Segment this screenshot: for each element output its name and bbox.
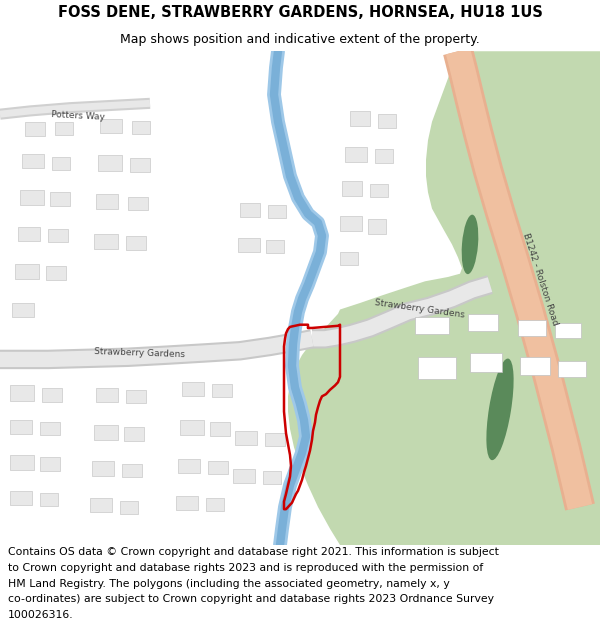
Bar bbox=[10, 386, 34, 401]
Text: FOSS DENE, STRAWBERRY GARDENS, HORNSEA, HU18 1US: FOSS DENE, STRAWBERRY GARDENS, HORNSEA, … bbox=[58, 5, 542, 20]
Bar bbox=[40, 457, 60, 471]
Bar bbox=[266, 240, 284, 253]
Bar bbox=[12, 303, 34, 317]
Bar bbox=[468, 314, 498, 331]
Bar bbox=[25, 122, 45, 136]
Text: HM Land Registry. The polygons (including the associated geometry, namely x, y: HM Land Registry. The polygons (includin… bbox=[8, 579, 449, 589]
Bar bbox=[210, 422, 230, 436]
Bar bbox=[10, 491, 32, 505]
Text: 100026316.: 100026316. bbox=[8, 610, 73, 620]
Bar bbox=[558, 361, 586, 377]
Bar bbox=[120, 501, 138, 514]
Text: Contains OS data © Crown copyright and database right 2021. This information is : Contains OS data © Crown copyright and d… bbox=[8, 548, 499, 558]
Bar bbox=[96, 388, 118, 402]
Text: Potters Way: Potters Way bbox=[51, 111, 105, 123]
Bar bbox=[20, 190, 44, 206]
Bar bbox=[18, 227, 40, 241]
Bar bbox=[470, 353, 502, 372]
Bar bbox=[342, 181, 362, 196]
Bar bbox=[126, 236, 146, 250]
Bar bbox=[212, 384, 232, 398]
Bar bbox=[52, 156, 70, 169]
Bar bbox=[415, 317, 449, 334]
Bar bbox=[418, 357, 456, 379]
Ellipse shape bbox=[461, 214, 478, 274]
Bar bbox=[122, 464, 142, 477]
Bar bbox=[340, 252, 358, 265]
Bar bbox=[42, 388, 62, 402]
Bar bbox=[240, 203, 260, 217]
Bar bbox=[100, 119, 122, 132]
Bar bbox=[98, 156, 122, 171]
Bar bbox=[368, 219, 386, 234]
Bar bbox=[22, 154, 44, 169]
Bar bbox=[94, 424, 118, 440]
Bar bbox=[378, 114, 396, 128]
Text: co-ordinates) are subject to Crown copyright and database rights 2023 Ordnance S: co-ordinates) are subject to Crown copyr… bbox=[8, 594, 494, 604]
Text: Strawberry Gardens: Strawberry Gardens bbox=[94, 347, 185, 359]
Bar bbox=[50, 192, 70, 206]
Bar bbox=[340, 216, 362, 231]
Bar bbox=[520, 357, 550, 374]
Bar bbox=[15, 264, 39, 279]
Bar bbox=[48, 229, 68, 242]
Bar bbox=[518, 321, 546, 336]
Bar bbox=[130, 158, 150, 172]
Bar bbox=[375, 149, 393, 163]
Text: Strawberry Gardens: Strawberry Gardens bbox=[374, 298, 466, 319]
Bar bbox=[370, 184, 388, 197]
Bar bbox=[176, 496, 198, 510]
Text: to Crown copyright and database rights 2023 and is reproduced with the permissio: to Crown copyright and database rights 2… bbox=[8, 563, 483, 573]
Bar bbox=[40, 493, 58, 506]
Bar bbox=[46, 266, 66, 280]
Text: Map shows position and indicative extent of the property.: Map shows position and indicative extent… bbox=[120, 34, 480, 46]
Text: B1242 - Rolston Road: B1242 - Rolston Road bbox=[521, 232, 559, 326]
Bar bbox=[92, 461, 114, 476]
Bar bbox=[132, 121, 150, 134]
Bar bbox=[235, 431, 257, 445]
Bar bbox=[345, 147, 367, 162]
Bar bbox=[206, 498, 224, 511]
Polygon shape bbox=[288, 51, 600, 545]
Bar bbox=[126, 390, 146, 403]
Bar bbox=[555, 322, 581, 338]
Bar bbox=[94, 234, 118, 249]
Bar bbox=[268, 206, 286, 218]
Bar bbox=[238, 238, 260, 252]
Ellipse shape bbox=[487, 359, 514, 460]
Bar bbox=[124, 427, 144, 441]
Bar bbox=[178, 459, 200, 473]
Bar bbox=[96, 194, 118, 209]
Bar bbox=[265, 433, 285, 446]
Bar bbox=[40, 422, 60, 436]
Bar bbox=[10, 420, 32, 434]
Bar bbox=[90, 498, 112, 512]
Bar bbox=[180, 420, 204, 436]
Bar bbox=[233, 469, 255, 483]
Bar bbox=[10, 455, 34, 470]
Bar bbox=[350, 111, 370, 126]
Bar bbox=[182, 382, 204, 396]
Bar bbox=[128, 197, 148, 209]
Bar bbox=[55, 122, 73, 135]
Bar bbox=[208, 461, 228, 474]
Bar bbox=[263, 471, 281, 484]
